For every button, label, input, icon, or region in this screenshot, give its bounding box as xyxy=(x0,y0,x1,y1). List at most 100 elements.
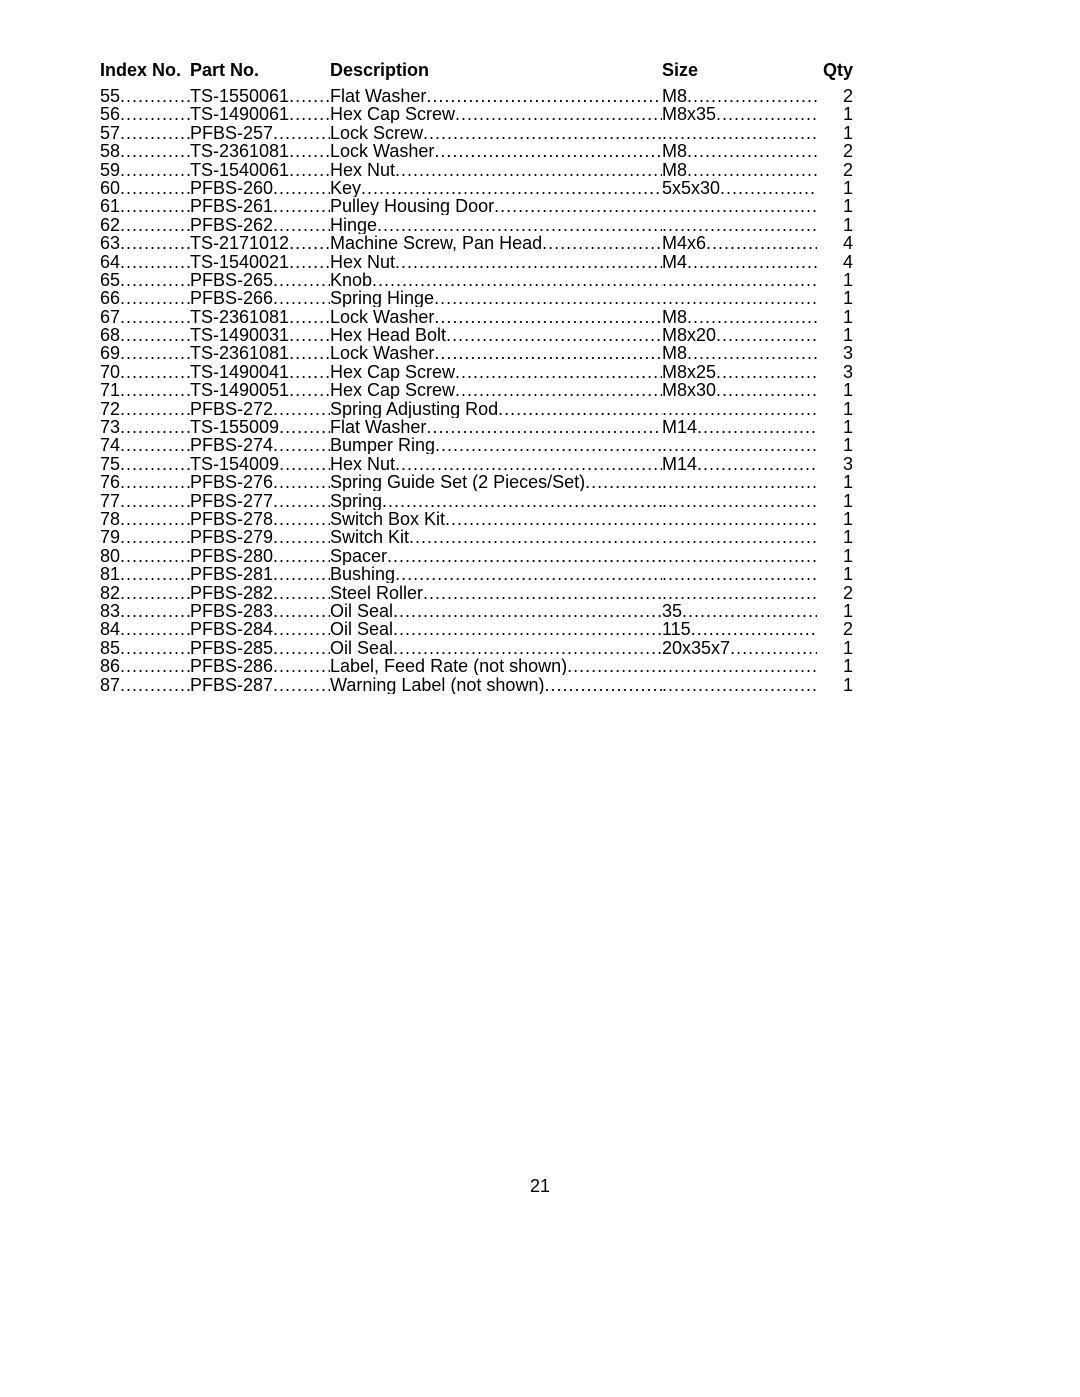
cell-index-text: 61 xyxy=(100,197,120,215)
cell-description-text: Spring xyxy=(330,492,382,510)
cell-index: 69......................................… xyxy=(100,344,190,362)
cell-index-text: 87 xyxy=(100,676,120,694)
leader-dots: ........................................… xyxy=(120,234,190,252)
cell-index-text: 56 xyxy=(100,105,120,123)
cell-description: Oil Seal................................… xyxy=(330,620,662,638)
leader-dots: ........................................… xyxy=(720,179,817,197)
cell-description: Spring Guide Set (2 Pieces/Set).........… xyxy=(330,473,662,491)
leader-dots: ........................................… xyxy=(279,418,330,436)
table-row: 71......................................… xyxy=(100,381,980,399)
table-row: 70......................................… xyxy=(100,363,980,381)
cell-description-text: Machine Screw, Pan Head xyxy=(330,234,542,252)
cell-description-text: Knob xyxy=(330,271,372,289)
cell-description: Lock Washer.............................… xyxy=(330,344,662,362)
cell-qty: 1 xyxy=(817,510,853,528)
cell-part: TS-155009...............................… xyxy=(190,418,330,436)
cell-index-text: 70 xyxy=(100,363,120,381)
cell-part: TS-1490051..............................… xyxy=(190,381,330,399)
cell-size-text: M8 xyxy=(662,344,687,362)
leader-dots: ........................................… xyxy=(662,216,817,234)
table-row: 69......................................… xyxy=(100,344,980,362)
leader-dots: ........................................… xyxy=(273,179,330,197)
cell-description: Hex Cap Screw...........................… xyxy=(330,381,662,399)
cell-description: Spring Adjusting Rod....................… xyxy=(330,400,662,418)
leader-dots: ........................................… xyxy=(687,87,817,105)
leader-dots: ........................................… xyxy=(423,124,662,142)
cell-size: ........................................… xyxy=(662,271,817,289)
cell-qty: 1 xyxy=(817,105,853,123)
leader-dots: ........................................… xyxy=(120,528,190,546)
leader-dots: ........................................… xyxy=(289,105,330,123)
cell-size: ........................................… xyxy=(662,124,817,142)
cell-index: 62......................................… xyxy=(100,216,190,234)
cell-part: TS-2361081..............................… xyxy=(190,344,330,362)
cell-index: 84......................................… xyxy=(100,620,190,638)
cell-qty: 1 xyxy=(817,492,853,510)
leader-dots: ........................................… xyxy=(120,436,190,454)
table-row: 86......................................… xyxy=(100,657,980,675)
cell-qty: 1 xyxy=(817,216,853,234)
cell-part-text: PFBS-283 xyxy=(190,602,273,620)
cell-qty: 1 xyxy=(817,326,853,344)
cell-part: PFBS-277................................… xyxy=(190,492,330,510)
cell-description: Bumper Ring.............................… xyxy=(330,436,662,454)
cell-part-text: TS-2361081 xyxy=(190,308,289,326)
cell-index-text: 78 xyxy=(100,510,120,528)
table-row: 83......................................… xyxy=(100,602,980,620)
table-header: Index No. Part No. Description Size Qty xyxy=(100,60,980,81)
leader-dots: ........................................… xyxy=(273,602,330,620)
cell-part: TS-1490041..............................… xyxy=(190,363,330,381)
cell-index-text: 76 xyxy=(100,473,120,491)
cell-size-text: 20x35x7 xyxy=(662,639,730,657)
cell-part-text: TS-1490031 xyxy=(190,326,289,344)
cell-index-text: 55 xyxy=(100,87,120,105)
leader-dots: ........................................… xyxy=(687,308,817,326)
cell-size-text: M8x25 xyxy=(662,363,716,381)
cell-size-text: M8 xyxy=(662,161,687,179)
cell-size: ........................................… xyxy=(662,492,817,510)
leader-dots: ........................................… xyxy=(567,657,662,675)
cell-description-text: Lock Washer xyxy=(330,142,434,160)
cell-part: TS-1550061..............................… xyxy=(190,87,330,105)
cell-part-text: PFBS-261 xyxy=(190,197,273,215)
cell-part-text: PFBS-280 xyxy=(190,547,273,565)
cell-index-text: 69 xyxy=(100,344,120,362)
leader-dots: ........................................… xyxy=(730,639,817,657)
cell-qty: 1 xyxy=(817,639,853,657)
cell-qty: 2 xyxy=(817,87,853,105)
table-row: 79......................................… xyxy=(100,528,980,546)
cell-size-text: 5x5x30 xyxy=(662,179,720,197)
cell-part-text: TS-1540021 xyxy=(190,253,289,271)
cell-index-text: 58 xyxy=(100,142,120,160)
cell-size: M8......................................… xyxy=(662,142,817,160)
leader-dots: ........................................… xyxy=(382,492,662,510)
cell-size: M4x6....................................… xyxy=(662,234,817,252)
cell-part-text: TS-1540061 xyxy=(190,161,289,179)
leader-dots: ........................................… xyxy=(120,161,190,179)
leader-dots: ........................................… xyxy=(273,510,330,528)
leader-dots: ........................................… xyxy=(273,473,330,491)
leader-dots: ........................................… xyxy=(120,676,190,694)
leader-dots: ........................................… xyxy=(120,510,190,528)
leader-dots: ........................................… xyxy=(273,639,330,657)
cell-index: 85......................................… xyxy=(100,639,190,657)
cell-qty: 1 xyxy=(817,602,853,620)
header-description: Description xyxy=(330,60,662,81)
cell-part: PFBS-265................................… xyxy=(190,271,330,289)
cell-index-text: 83 xyxy=(100,602,120,620)
header-size: Size xyxy=(662,60,817,81)
header-part: Part No. xyxy=(190,60,330,81)
cell-description-text: Hex Head Bolt xyxy=(330,326,446,344)
leader-dots: ........................................… xyxy=(273,565,330,583)
leader-dots: ........................................… xyxy=(289,344,330,362)
cell-part-text: PFBS-276 xyxy=(190,473,273,491)
cell-part-text: TS-1550061 xyxy=(190,87,289,105)
cell-description-text: Spacer xyxy=(330,547,387,565)
cell-qty: 2 xyxy=(817,620,853,638)
leader-dots: ........................................… xyxy=(120,271,190,289)
cell-description: Lock Washer.............................… xyxy=(330,142,662,160)
cell-description: Oil Seal................................… xyxy=(330,639,662,657)
cell-index-text: 75 xyxy=(100,455,120,473)
cell-qty: 1 xyxy=(817,179,853,197)
cell-part: TS-154009...............................… xyxy=(190,455,330,473)
